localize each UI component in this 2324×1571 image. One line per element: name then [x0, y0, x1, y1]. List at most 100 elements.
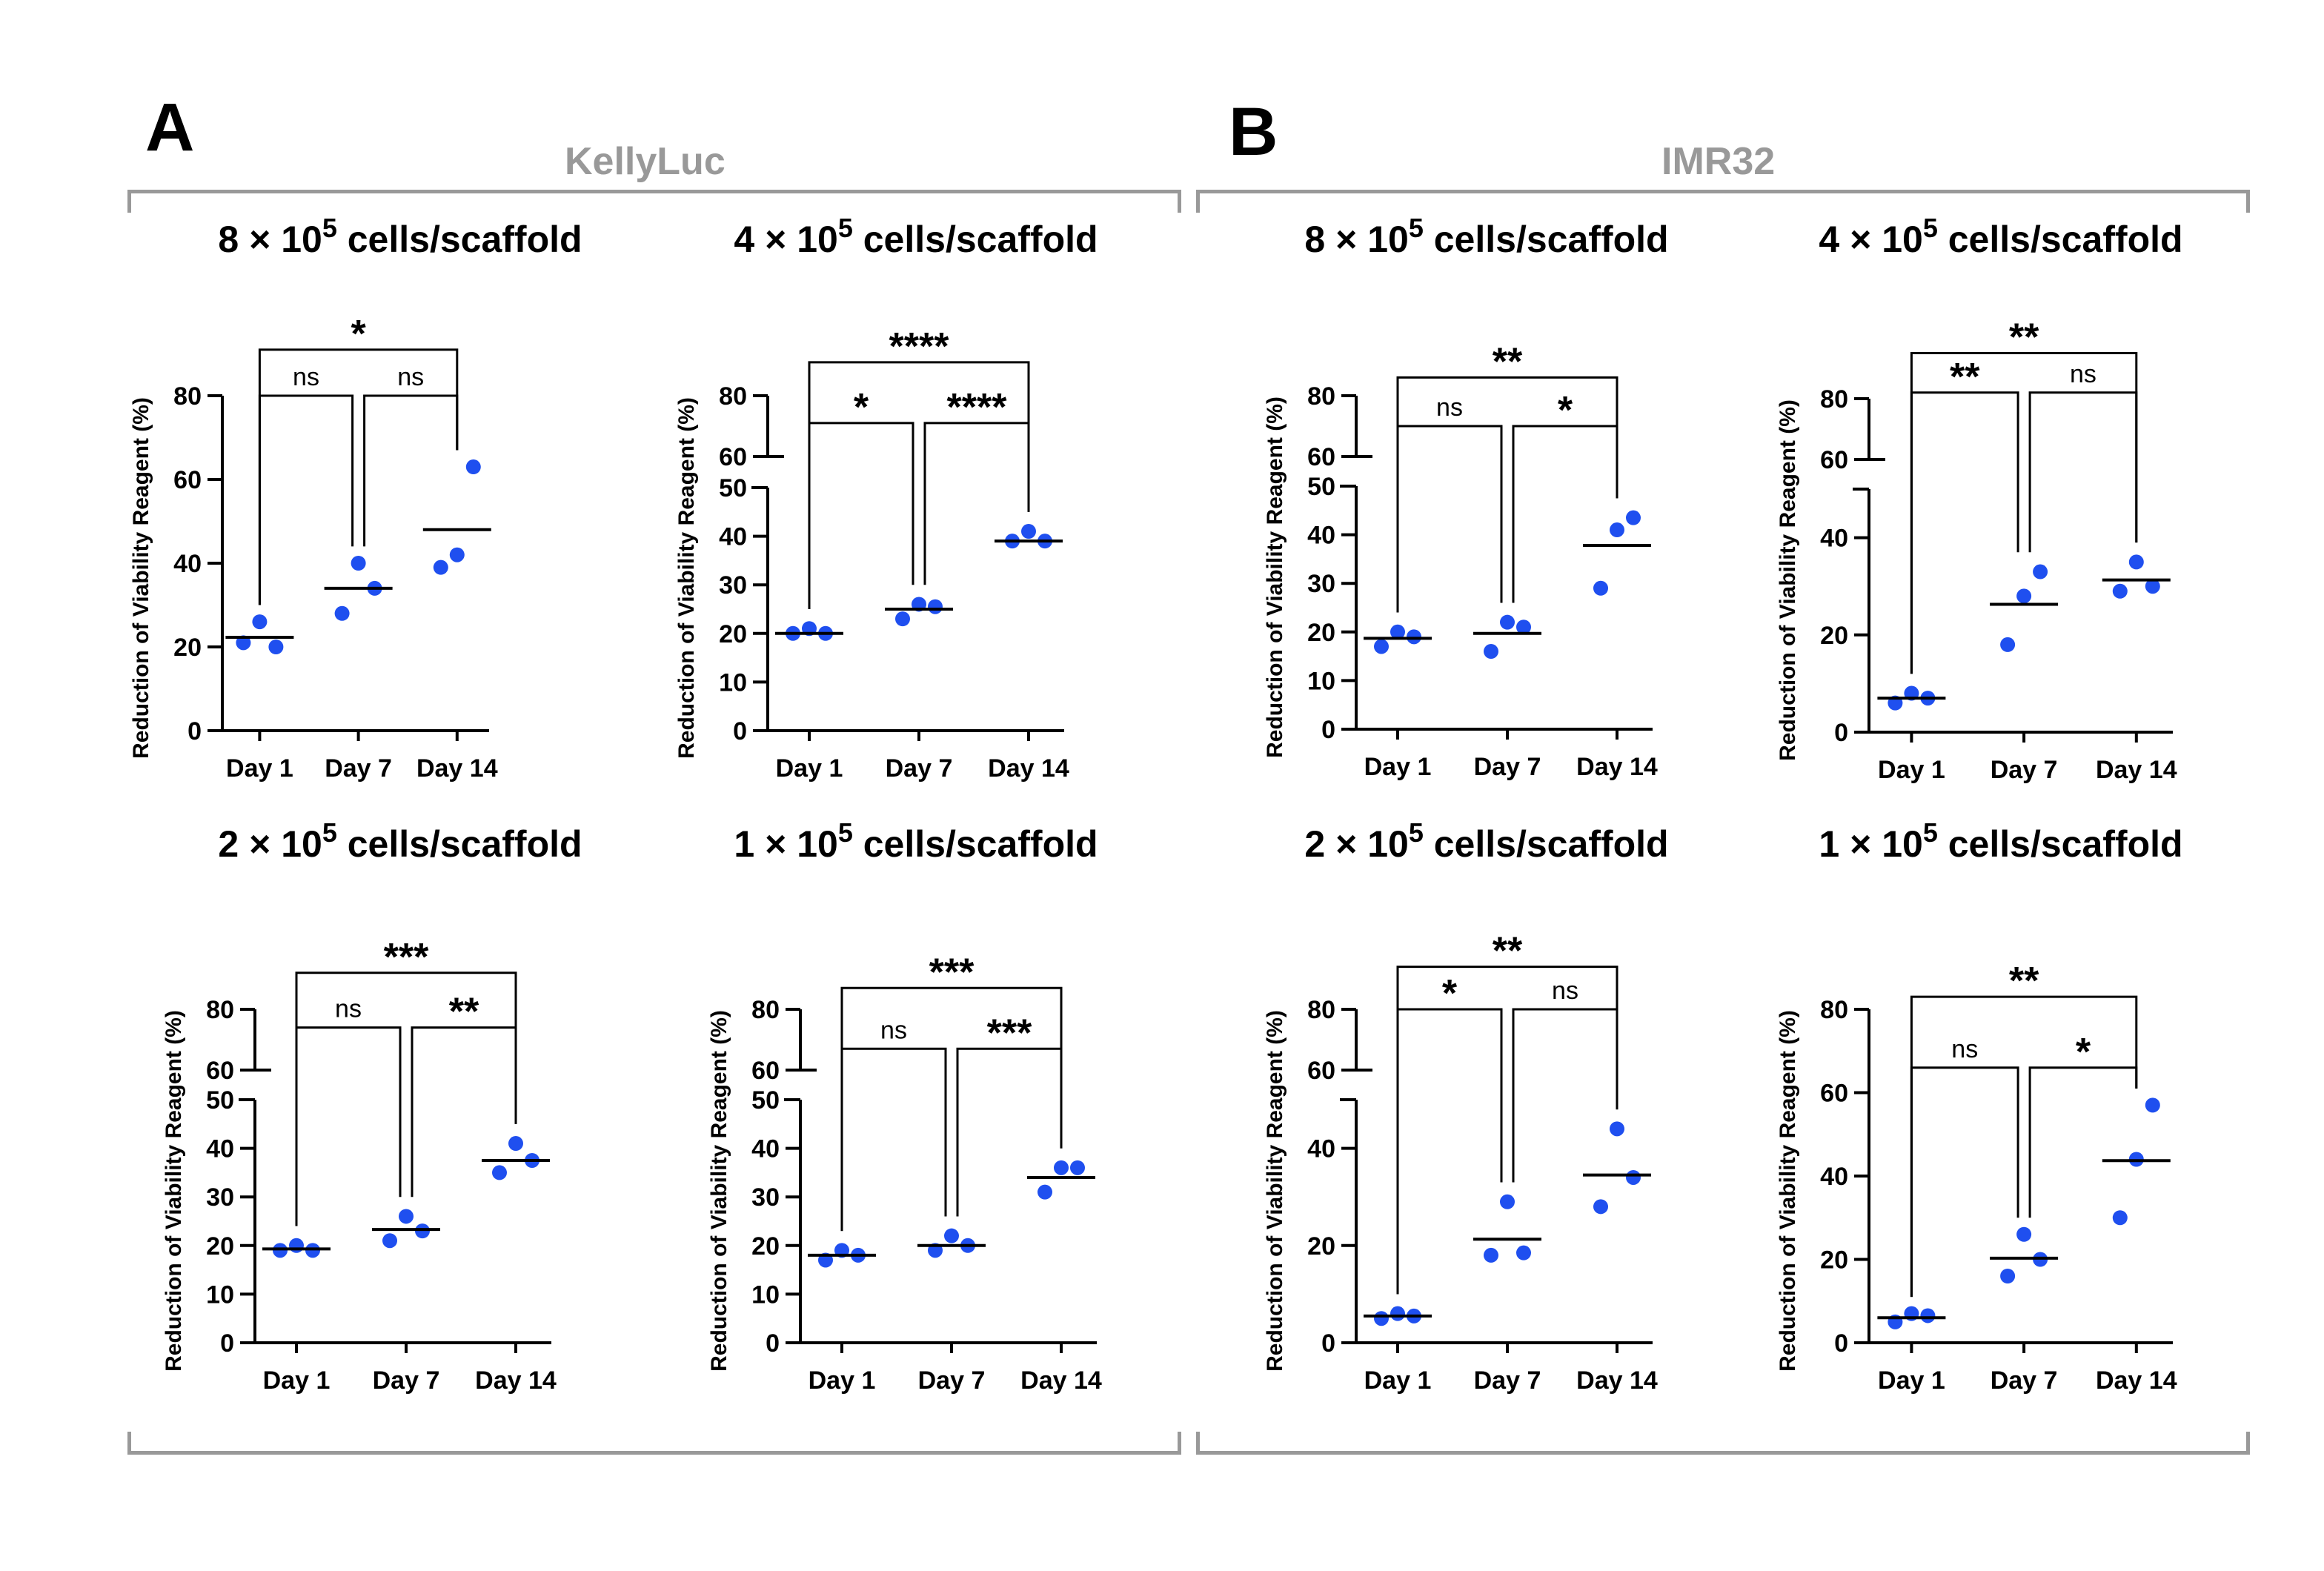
- chart-8: 1 × 105 cells/scaffold 0 20 40 60 80 Reduction…: [1776, 817, 2183, 1395]
- data-point: [351, 556, 366, 571]
- y-tick-label: 40: [206, 1135, 234, 1163]
- significance-label: ns: [2070, 360, 2096, 388]
- y-tick-label: 40: [751, 1135, 780, 1163]
- data-point: [252, 614, 268, 630]
- y-tick-label: 60: [719, 443, 747, 471]
- y-tick-label: 10: [206, 1281, 234, 1309]
- y-tick-label: 80: [1307, 996, 1335, 1024]
- significance-label: ****: [947, 386, 1008, 429]
- significance-label: ns: [880, 1016, 907, 1044]
- y-tick-label: 20: [1820, 622, 1848, 650]
- y-tick-label: 80: [206, 996, 234, 1024]
- data-point: [449, 547, 465, 562]
- y-tick-label: 20: [173, 634, 202, 662]
- data-point: [1374, 639, 1389, 654]
- significance-bracket: [295, 972, 517, 1226]
- y-tick-label: 80: [173, 382, 202, 411]
- significance-label: *: [1558, 389, 1573, 432]
- group-bracket-bottom-kellyluc: [127, 1432, 1181, 1455]
- x-tick-label: Day 14: [988, 754, 1069, 783]
- chart-7: 2 × 105 cells/scaffold 0 20 40 60 80 Reduction…: [1263, 817, 1669, 1395]
- significance-label: **: [2009, 316, 2039, 359]
- data-point: [1516, 1245, 1531, 1261]
- y-tick-label: 0: [1321, 1329, 1335, 1358]
- data-point: [1484, 644, 1498, 660]
- y-tick-label: 80: [1307, 382, 1335, 411]
- y-tick-label: 30: [206, 1183, 234, 1212]
- data-point: [1626, 1169, 1641, 1185]
- y-tick-label: 40: [1307, 522, 1335, 550]
- significance-label: *: [854, 386, 869, 429]
- chart-title: 2 × 105 cells/scaffold: [218, 817, 582, 865]
- x-tick-label: Day 14: [2096, 756, 2177, 784]
- chart-title: 1 × 105 cells/scaffold: [1819, 817, 2182, 865]
- y-tick-label: 20: [751, 1232, 780, 1261]
- x-tick-label: Day 7: [1991, 756, 2058, 784]
- data-point: [382, 1233, 397, 1249]
- x-tick-label: Day 1: [226, 754, 293, 783]
- y-tick-label: 20: [719, 620, 747, 648]
- significance-bracket: [1396, 966, 1618, 1295]
- data-point: [2112, 583, 2128, 599]
- data-point: [433, 559, 448, 575]
- y-axis-label: Reduction of Viability Reagent (%): [162, 1010, 186, 1372]
- x-tick-label: Day 1: [263, 1366, 331, 1395]
- significance-label: ***: [384, 936, 429, 979]
- y-tick-label: 60: [1820, 446, 1848, 474]
- y-axis-label: Reduction of Viability Reagent (%): [707, 1010, 731, 1372]
- significance-label: **: [2009, 960, 2039, 1003]
- y-tick-label: 30: [751, 1183, 780, 1212]
- y-tick-label: 0: [1834, 1329, 1848, 1358]
- y-tick-label: 50: [206, 1086, 234, 1115]
- data-point: [508, 1136, 523, 1152]
- data-point: [2016, 588, 2032, 604]
- chart-title: 2 × 105 cells/scaffold: [1304, 817, 1668, 865]
- y-tick-label: 80: [1820, 385, 1848, 413]
- data-point: [944, 1228, 959, 1243]
- y-tick-label: 80: [1820, 996, 1848, 1024]
- data-point: [1390, 624, 1405, 640]
- data-point: [236, 635, 251, 651]
- data-point: [1021, 524, 1036, 539]
- y-tick-label: 60: [173, 466, 202, 494]
- y-tick-label: 60: [206, 1057, 234, 1085]
- significance-bracket: [923, 422, 1030, 585]
- y-tick-label: 40: [1820, 525, 1848, 553]
- chart-4: 4 × 105 cells/scaffold 0 20 40 60 80 Reduction…: [1776, 213, 2183, 784]
- y-axis-label: Reduction of Viability Reagent (%): [1776, 399, 1800, 761]
- x-tick-label: Day 1: [776, 754, 843, 783]
- data-point: [2145, 579, 2160, 594]
- significance-bracket: [1910, 995, 2138, 1298]
- x-tick-label: Day 7: [886, 754, 953, 783]
- significance-label: **: [1493, 930, 1523, 973]
- y-tick-label: 10: [1307, 667, 1335, 695]
- data-point: [1390, 1306, 1405, 1321]
- significance-label: ****: [889, 325, 950, 368]
- y-tick-label: 20: [206, 1232, 234, 1261]
- data-point: [334, 605, 350, 621]
- y-tick-label: 50: [719, 474, 747, 502]
- data-point: [1484, 1247, 1498, 1263]
- y-tick-label: 60: [751, 1057, 780, 1085]
- x-tick-label: Day 7: [1474, 753, 1541, 781]
- y-tick-label: 40: [1820, 1163, 1848, 1191]
- data-point: [1626, 510, 1641, 525]
- data-point: [1500, 1194, 1515, 1209]
- data-point: [1593, 1199, 1608, 1215]
- x-tick-label: Day 7: [325, 754, 392, 783]
- data-point: [2128, 554, 2144, 570]
- significance-label: ns: [1436, 393, 1463, 422]
- data-point: [2112, 1210, 2128, 1226]
- x-tick-label: Day 1: [1364, 753, 1432, 781]
- data-point: [1054, 1160, 1069, 1175]
- chart-title: 8 × 105 cells/scaffold: [218, 213, 582, 260]
- chart-title: 4 × 105 cells/scaffold: [734, 213, 1098, 260]
- x-tick-label: Day 7: [1474, 1366, 1541, 1395]
- y-tick-label: 40: [173, 550, 202, 578]
- significance-bracket: [808, 422, 914, 609]
- data-point: [928, 599, 943, 614]
- significance-bracket: [2028, 1066, 2138, 1218]
- y-tick-label: 10: [751, 1281, 780, 1309]
